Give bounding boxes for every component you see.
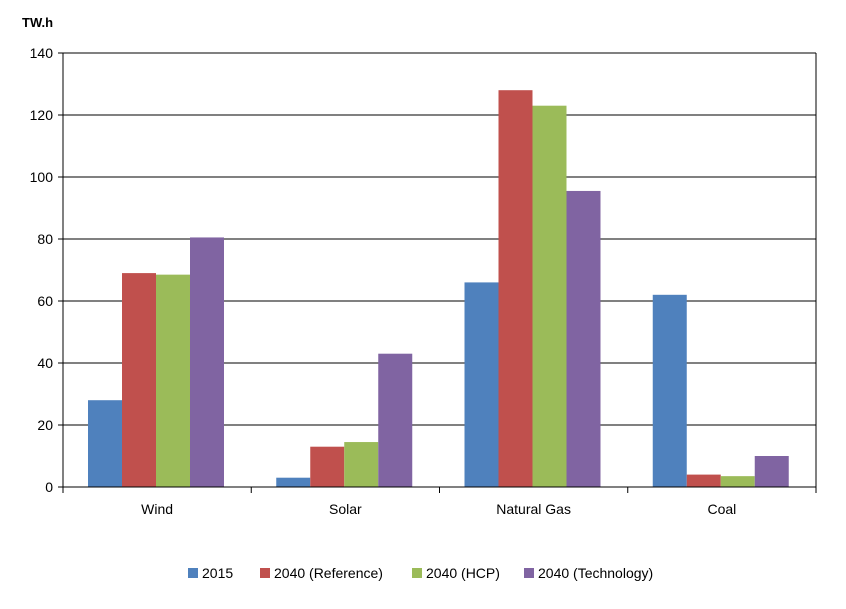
bar bbox=[88, 400, 122, 487]
bar bbox=[532, 105, 567, 487]
y-tick-label: 20 bbox=[37, 417, 53, 433]
axes bbox=[58, 52, 817, 493]
y-tick-label: 0 bbox=[45, 479, 53, 495]
bar bbox=[754, 456, 789, 487]
x-category-label: Coal bbox=[707, 501, 736, 517]
legend-label: 2015 bbox=[202, 565, 233, 581]
tick-labels: 0 20 40 60 80 100 120 140 bbox=[30, 45, 54, 495]
bar bbox=[686, 474, 721, 487]
bar bbox=[156, 274, 190, 487]
bars bbox=[88, 90, 789, 487]
bar bbox=[566, 190, 601, 487]
legend-label: 2040 (Technology) bbox=[538, 565, 653, 581]
legend-swatch bbox=[524, 568, 534, 578]
bar bbox=[720, 476, 755, 487]
y-tick-label: 100 bbox=[30, 169, 54, 185]
bar bbox=[122, 273, 156, 487]
x-category-label: Wind bbox=[141, 501, 173, 517]
y-tick-label: 140 bbox=[30, 45, 54, 61]
legend-label: 2040 (HCP) bbox=[426, 565, 500, 581]
legend-swatch bbox=[260, 568, 270, 578]
legend-swatch bbox=[188, 568, 198, 578]
y-tick-label: 40 bbox=[37, 355, 53, 371]
y-unit-label: TW.h bbox=[22, 15, 53, 30]
bar bbox=[652, 294, 687, 487]
bar bbox=[310, 446, 345, 487]
legend-label: 2040 (Reference) bbox=[274, 565, 383, 581]
legend: 2015 2040 (Reference) 2040 (HCP) 2040 (Tech… bbox=[188, 565, 653, 581]
bar bbox=[190, 237, 224, 487]
category-labels: Wind Solar Natural Gas Coal bbox=[141, 501, 736, 517]
bar bbox=[378, 353, 413, 487]
y-tick-label: 60 bbox=[37, 293, 53, 309]
bar bbox=[276, 477, 311, 487]
bar bbox=[344, 442, 379, 487]
bar bbox=[464, 282, 499, 487]
y-tick-label: 80 bbox=[37, 231, 53, 247]
x-category-label: Natural Gas bbox=[496, 501, 571, 517]
x-category-label: Solar bbox=[329, 501, 362, 517]
legend-swatch bbox=[412, 568, 422, 578]
bar bbox=[498, 90, 533, 487]
y-tick-label: 120 bbox=[30, 107, 54, 123]
